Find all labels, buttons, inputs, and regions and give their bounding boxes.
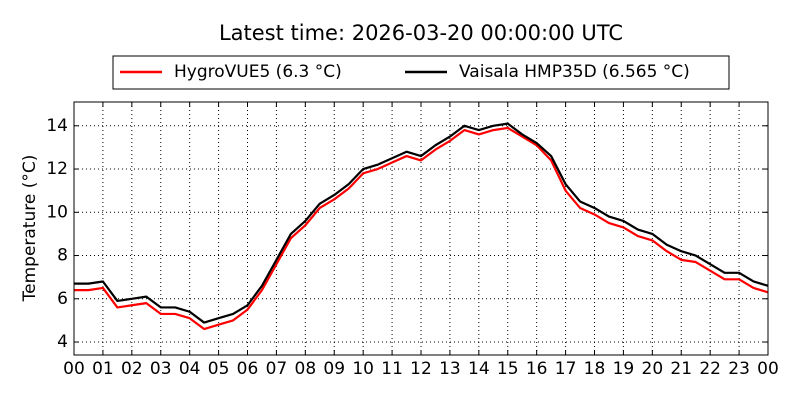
x-tick-label: 22: [699, 359, 721, 379]
x-tick-label: 16: [526, 359, 548, 379]
x-tick-label: 23: [728, 359, 750, 379]
y-tick-label: 14: [46, 116, 68, 136]
y-tick-label: 6: [57, 289, 68, 309]
x-tick-label: 11: [381, 359, 403, 379]
x-tick-label: 04: [179, 359, 201, 379]
x-tick-label: 02: [121, 359, 143, 379]
x-tick-label: 12: [410, 359, 432, 379]
x-tick-label: 19: [613, 359, 635, 379]
y-tick-label: 4: [57, 332, 68, 352]
x-tick-label: 08: [295, 359, 317, 379]
y-axis-label: Temperature (°C): [20, 155, 40, 303]
x-tick-label: 00: [757, 359, 779, 379]
x-tick-label: 03: [150, 359, 172, 379]
x-tick-label: 00: [63, 359, 85, 379]
x-tick-label: 17: [555, 359, 577, 379]
series-line: [74, 126, 769, 331]
x-tick-label: 09: [323, 359, 345, 379]
x-tick-label: 18: [584, 359, 606, 379]
y-tick-label: 10: [46, 202, 68, 222]
x-tick-label: 05: [208, 359, 230, 379]
x-tick-label: 14: [468, 359, 490, 379]
series-line: [74, 122, 769, 324]
legend-label: Vaisala HMP35D (6.565 °C): [459, 62, 690, 82]
x-tick-label: 07: [266, 359, 288, 379]
chart-title: Latest time: 2026-03-20 00:00:00 UTC: [219, 21, 623, 45]
y-tick-label: 8: [57, 246, 68, 266]
plot-frame: [73, 101, 769, 356]
x-tick-label: 21: [670, 359, 692, 379]
x-tick-label: 06: [237, 359, 259, 379]
x-tick-label: 10: [352, 359, 374, 379]
y-tick-label: 12: [46, 159, 68, 179]
x-tick-label: 01: [92, 359, 114, 379]
x-tick-label: 20: [642, 359, 664, 379]
x-tick-label: 13: [439, 359, 461, 379]
legend-label: HygroVUE5 (6.3 °C): [174, 62, 342, 82]
x-tick-label: 15: [497, 359, 519, 379]
